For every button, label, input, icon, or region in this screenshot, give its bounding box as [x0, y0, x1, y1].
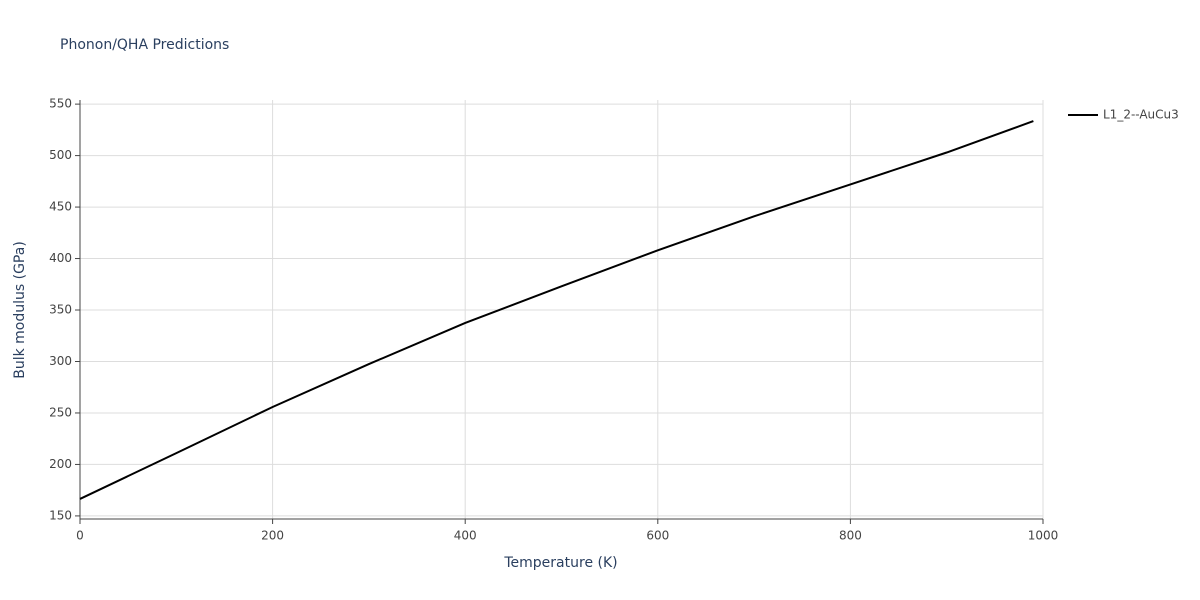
x-tick-label: 600 [646, 529, 669, 543]
y-axis-title: Bulk modulus (GPa) [12, 241, 28, 379]
x-tick-label: 400 [454, 529, 477, 543]
y-tick-label: 450 [49, 200, 72, 214]
x-axis-title: Temperature (K) [503, 555, 617, 571]
y-tick-label: 350 [49, 303, 72, 317]
legend-label: L1_2--AuCu3 [1103, 108, 1179, 122]
y-tick-label: 300 [49, 354, 72, 368]
x-tick-label: 0 [76, 529, 84, 543]
y-tick-label: 250 [49, 405, 72, 419]
data-line [79, 120, 1034, 500]
y-tick-label: 200 [49, 457, 72, 471]
y-tick-label: 150 [49, 508, 72, 522]
x-tick-label: 800 [839, 529, 862, 543]
y-tick-label: 400 [49, 251, 72, 265]
x-tick-label: 200 [261, 529, 284, 543]
chart-title: Phonon/QHA Predictions [60, 37, 229, 53]
y-tick-label: 550 [49, 97, 72, 111]
y-tick-label: 500 [49, 148, 72, 162]
x-tick-label: 1000 [1028, 529, 1059, 543]
